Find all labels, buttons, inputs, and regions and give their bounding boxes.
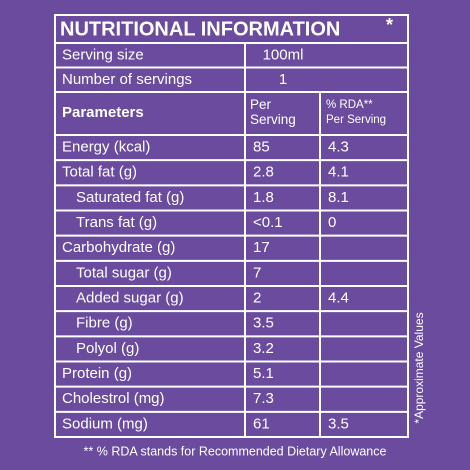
- rda: 0: [328, 214, 336, 231]
- serving-label: Serving size: [62, 46, 144, 63]
- side-note: *Approximate Values: [412, 312, 426, 423]
- column-header: % RDA** Per Serving: [326, 99, 386, 126]
- row-label: Polyol (g): [76, 340, 139, 357]
- per-serving: 7.3: [253, 390, 274, 407]
- per-serving: 3.2: [253, 340, 274, 357]
- column-header: Per Serving: [250, 97, 296, 127]
- table-border: [54, 14, 409, 438]
- title: NUTRITIONAL INFORMATION: [60, 18, 340, 40]
- row-label: Energy (kcal): [62, 139, 150, 156]
- per-serving: 1.8: [253, 189, 274, 206]
- serving-value: 100ml: [263, 46, 304, 63]
- per-serving: 3.5: [253, 315, 274, 332]
- per-serving: 2.8: [253, 164, 274, 181]
- row-label: Protein (g): [62, 365, 132, 382]
- row-label: Sodium (mg): [62, 415, 148, 432]
- row-label: Added sugar (g): [76, 290, 184, 307]
- row-label: Total fat (g): [62, 164, 137, 181]
- rda: 3.5: [328, 415, 349, 432]
- per-serving: 2: [253, 290, 261, 307]
- rda: 4.1: [328, 164, 349, 181]
- rda: 8.1: [328, 189, 349, 206]
- rda: 4.3: [328, 139, 349, 156]
- per-serving: 7: [253, 264, 261, 281]
- row-label: Fibre (g): [76, 315, 133, 332]
- rda: 4.4: [328, 290, 349, 307]
- footnote: ** % RDA stands for Recommended Dietary …: [84, 444, 387, 458]
- serving-label: Number of servings: [62, 71, 192, 88]
- row-label: Saturated fat (g): [76, 189, 184, 206]
- row-label: Trans fat (g): [76, 214, 157, 231]
- row-label: Cholestrol (mg): [62, 390, 165, 407]
- per-serving: 17: [253, 239, 270, 256]
- per-serving: 5.1: [253, 365, 274, 382]
- column-header: Parameters: [62, 104, 144, 121]
- per-serving: 61: [253, 415, 270, 432]
- row-label: Carbohydrate (g): [62, 239, 175, 256]
- row-label: Total sugar (g): [76, 264, 172, 281]
- serving-value: 1: [279, 71, 287, 88]
- per-serving: 85: [253, 139, 270, 156]
- per-serving: <0.1: [253, 214, 283, 231]
- title-mark: *: [386, 15, 393, 35]
